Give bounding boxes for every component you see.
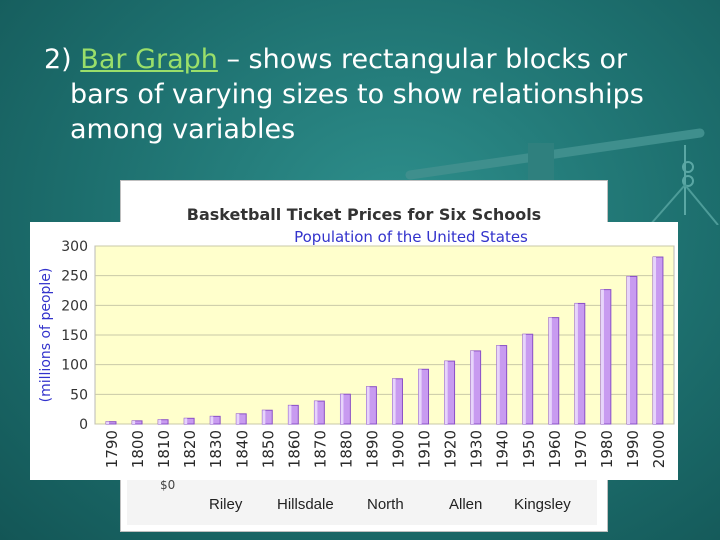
y-axis-label: (millions of people): [38, 268, 54, 403]
bar-highlight: [653, 257, 657, 424]
x-tick-label: 1980: [598, 430, 616, 468]
bar-highlight: [132, 420, 136, 424]
bar-highlight: [470, 350, 474, 424]
x-tick-label: 1790: [103, 430, 121, 468]
school-label: North: [367, 496, 404, 513]
bar-highlight: [288, 405, 292, 424]
x-tick-label: 1960: [546, 430, 564, 468]
bar: [261, 409, 273, 425]
bar-highlight: [184, 418, 188, 424]
bar-highlight: [158, 419, 162, 424]
y-tick-label: 200: [61, 298, 88, 314]
population-chart: 0 50 100 150 200 250 300 1790 1800 1810 1820 1830 1…: [30, 222, 678, 480]
x-tick-label: 1870: [311, 430, 329, 468]
y-axis-ticks: 0 50 100 150 200 250 300: [61, 239, 88, 433]
x-tick-label: 1860: [285, 430, 303, 468]
school-label: Kingsley: [514, 496, 571, 513]
chart-title: Population of the United States: [294, 228, 528, 246]
bar-highlight: [418, 369, 422, 424]
x-tick-label: 1840: [233, 430, 251, 468]
bar-highlight: [600, 289, 604, 424]
x-tick-label: 1810: [155, 430, 173, 468]
x-tick-label: 1820: [181, 430, 199, 468]
background-chart-title: Basketball Ticket Prices for Six Schools: [186, 205, 542, 224]
y-tick-label: 150: [61, 328, 88, 344]
definition-part-3: among variables: [70, 114, 296, 145]
bar-highlight: [106, 421, 110, 424]
x-tick-label: 1970: [572, 430, 590, 468]
bar-highlight: [314, 401, 318, 424]
x-tick-label: 1950: [520, 430, 538, 468]
bar-highlight: [548, 317, 552, 424]
x-tick-label: 1800: [129, 430, 147, 468]
definition-part-2: bars of varying sizes to show relationsh…: [70, 79, 644, 110]
y-tick-label: 100: [61, 358, 88, 374]
y-tick-label: 250: [61, 269, 88, 285]
bars: [105, 256, 664, 425]
background-chart-fragment: $0: [160, 478, 176, 492]
y-tick-label: 50: [70, 387, 88, 403]
bar-highlight: [340, 394, 344, 424]
school-label: Hillsdale: [277, 496, 334, 513]
x-tick-label: 1850: [259, 430, 277, 468]
bar-highlight: [522, 334, 526, 424]
bar-highlight: [496, 345, 500, 424]
x-tick-label: 2000: [650, 430, 668, 468]
slide-text: 2) Bar Graph – shows rectangular blocks …: [44, 42, 704, 147]
x-axis-labels: 1790 1800 1810 1820 1830 1840 1850 1860 1870 1880…: [103, 430, 668, 468]
x-tick-label: 1940: [494, 430, 512, 468]
bar-highlight: [626, 276, 630, 424]
x-tick-label: 1900: [390, 430, 408, 468]
x-tick-label: 1920: [442, 430, 460, 468]
y-tick-label: 0: [79, 417, 88, 433]
bar-highlight: [210, 416, 214, 424]
item-number: 2): [44, 44, 81, 75]
y-tick-label: 300: [61, 239, 88, 255]
x-tick-label: 1830: [207, 430, 225, 468]
x-tick-label: 1890: [363, 430, 381, 468]
bar-highlight: [444, 361, 448, 424]
bar-highlight: [236, 413, 240, 424]
x-tick-label: 1880: [337, 430, 355, 468]
slide-line-1: 2) Bar Graph – shows rectangular blocks …: [44, 42, 704, 77]
definition-part-1: – shows rectangular blocks or: [217, 44, 628, 75]
x-tick-label: 1990: [624, 430, 642, 468]
school-label: Riley: [209, 496, 243, 513]
bar-highlight: [574, 303, 578, 424]
bar-highlight: [262, 410, 266, 424]
school-label: Allen: [449, 496, 483, 513]
bar-highlight: [366, 386, 370, 424]
bar: [131, 420, 143, 425]
x-tick-label: 1910: [416, 430, 434, 468]
term-bar-graph: Bar Graph: [80, 44, 218, 75]
x-tick-label: 1930: [468, 430, 486, 468]
bar-highlight: [392, 378, 396, 424]
